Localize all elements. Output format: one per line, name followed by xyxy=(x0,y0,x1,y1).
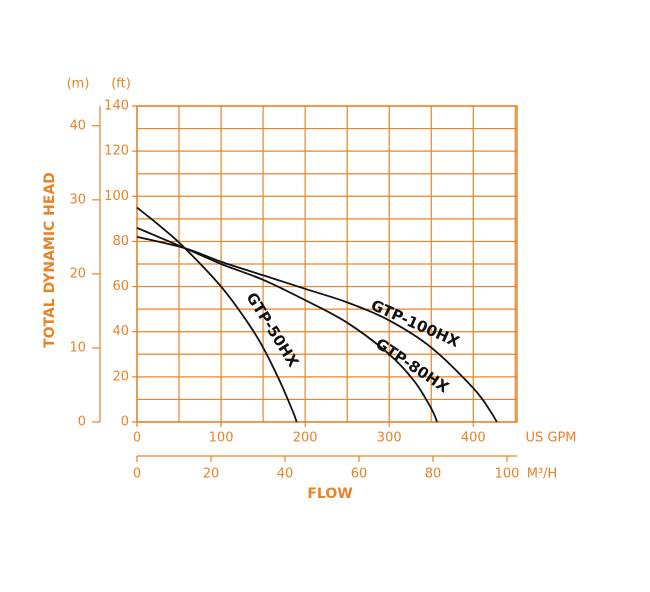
y-tick-label: 40 xyxy=(112,324,129,339)
x-tick-label: 300 xyxy=(377,431,402,446)
y-unit: (ft) xyxy=(111,77,131,92)
y-tick-label: 80 xyxy=(112,234,129,249)
x2-tick-label: 80 xyxy=(425,467,442,482)
y-axis-title: TOTAL DYNAMIC HEAD xyxy=(42,172,58,348)
y2-unit: (m) xyxy=(67,77,90,92)
y2-tick-label: 40 xyxy=(69,118,86,133)
x2-tick-label: 40 xyxy=(277,467,294,482)
pump-curve xyxy=(136,227,438,423)
x-axis-title: FLOW xyxy=(307,486,352,502)
y-tick-label: 140 xyxy=(104,99,129,114)
pump-curve xyxy=(136,236,498,423)
x-tick-label: 100 xyxy=(209,431,234,446)
y-tick-label: 20 xyxy=(112,369,129,384)
x2-unit: M³/H xyxy=(527,467,558,482)
y2-tick-label: 20 xyxy=(69,266,86,281)
plot-frame xyxy=(136,105,518,423)
x2-tick-label: 0 xyxy=(133,467,141,482)
x-tick-label: 400 xyxy=(461,431,486,446)
y2-tick-label: 30 xyxy=(69,192,86,207)
y-tick-label: 60 xyxy=(112,279,129,294)
x-tick-label: 200 xyxy=(293,431,318,446)
y-tick-label: 0 xyxy=(121,415,129,430)
x2-tick-label: 60 xyxy=(351,467,368,482)
x-unit: US GPM xyxy=(525,431,576,446)
y2-tick-label: 0 xyxy=(78,415,86,430)
y-tick-label: 120 xyxy=(104,144,129,159)
curve-label: GTP-50HX xyxy=(242,289,302,370)
x2-tick-label: 100 xyxy=(495,467,520,482)
y-tick-label: 100 xyxy=(104,189,129,204)
y2-tick-label: 10 xyxy=(69,340,86,355)
x2-tick-label: 20 xyxy=(203,467,220,482)
pump-curve xyxy=(136,206,298,423)
x-tick-label: 0 xyxy=(133,431,141,446)
